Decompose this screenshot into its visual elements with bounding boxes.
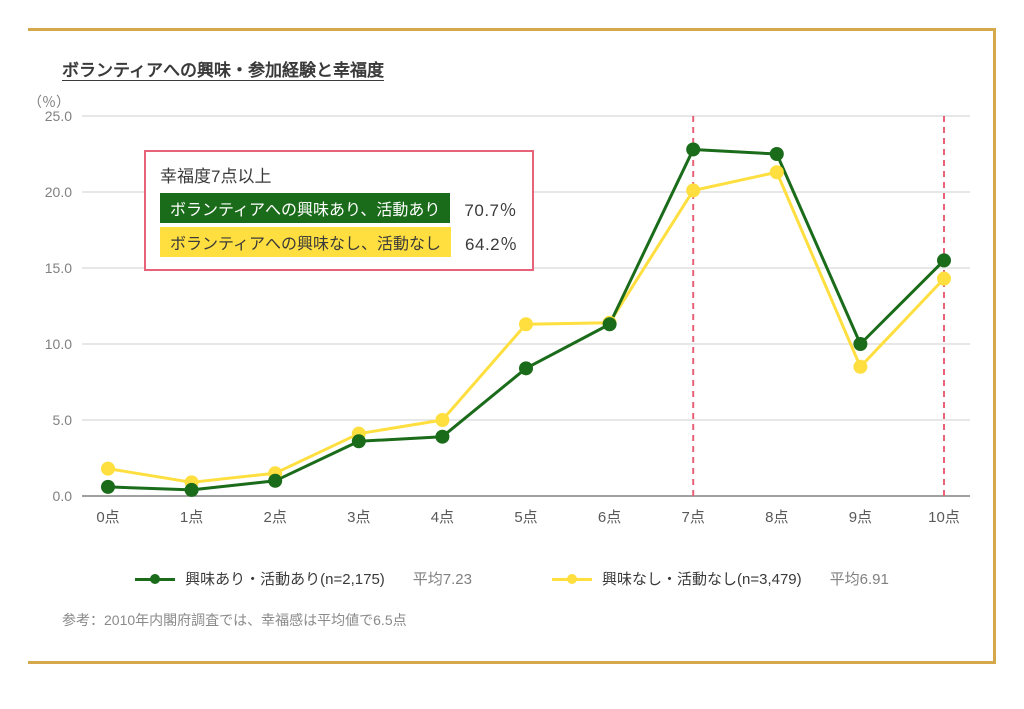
svg-text:0点: 0点 [96,509,119,526]
frame-border-top [28,28,996,31]
svg-text:15.0: 15.0 [45,260,72,276]
legend: 興味あり・活動あり(n=2,175) 平均7.23 興味なし・活動なし(n=3,… [0,568,1024,589]
frame-border-bottom [28,661,996,664]
callout-row: ボランティアへの興味あり、活動あり 70.7％ [160,193,518,223]
svg-text:4点: 4点 [431,509,454,526]
svg-text:3点: 3点 [347,509,370,526]
svg-text:10点: 10点 [928,509,960,526]
svg-text:0.0: 0.0 [53,488,73,504]
svg-text:8点: 8点 [765,509,788,526]
legend-avg: 平均6.91 [830,568,889,589]
callout-title: 幸福度7点以上 [160,162,518,187]
callout-box: 幸福度7点以上 ボランティアへの興味あり、活動あり 70.7％ ボランティアへの… [144,150,534,271]
svg-text:5点: 5点 [514,509,537,526]
svg-text:2点: 2点 [264,509,287,526]
svg-text:10.0: 10.0 [45,336,72,352]
callout-chip: ボランティアへの興味あり、活動あり [160,193,450,223]
svg-text:20.0: 20.0 [45,184,72,200]
callout-row: ボランティアへの興味なし、活動なし 64.2％ [160,227,518,257]
callout-chip: ボランティアへの興味なし、活動なし [160,227,451,257]
legend-label: 興味あり・活動あり(n=2,175) [185,568,385,589]
footnote: 参考：2010年内閣府調査では、幸福感は平均値で6.5点 [62,610,407,630]
callout-pct: 70.7％ [464,196,517,221]
svg-text:25.0: 25.0 [45,108,72,124]
svg-text:6点: 6点 [598,509,621,526]
legend-swatch-icon [552,570,592,588]
callout-pct: 64.2％ [465,230,518,255]
chart-title: ボランティアへの興味・参加経験と幸福度 [62,56,384,81]
svg-text:7点: 7点 [682,509,705,526]
legend-label: 興味なし・活動なし(n=3,479) [602,568,802,589]
legend-swatch-icon [135,570,175,588]
legend-avg: 平均7.23 [413,568,472,589]
legend-item: 興味あり・活動あり(n=2,175) 平均7.23 [135,568,472,589]
svg-text:9点: 9点 [849,509,872,526]
chart-figure: ボランティアへの興味・参加経験と幸福度 （％） 0.05.010.015.020… [0,0,1024,709]
svg-text:5.0: 5.0 [53,412,73,428]
legend-item: 興味なし・活動なし(n=3,479) 平均6.91 [552,568,889,589]
svg-text:1点: 1点 [180,509,203,526]
